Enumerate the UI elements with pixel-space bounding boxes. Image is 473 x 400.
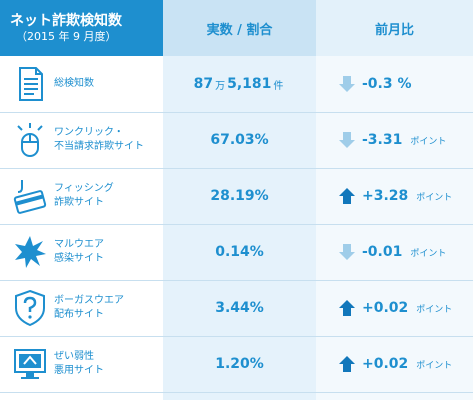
row-change: +3.28 ポイント <box>316 168 473 224</box>
row-label: ボーガスウエア 配布サイト <box>54 280 162 336</box>
row-label-line1: マルウエア <box>54 239 104 250</box>
row-value: 67.03% <box>210 132 269 148</box>
row-change: -0.01 ポイント <box>316 224 473 280</box>
change-value: -0.01 <box>362 244 403 260</box>
table-row: ワンクリック・ 不当請求詐欺サイト 67.03% -3.31 ポイント <box>0 112 473 168</box>
row-change: +0.02 ポイント <box>316 280 473 336</box>
credit-card-hook-icon <box>12 176 48 216</box>
change-unit: ポイント <box>416 192 453 203</box>
row-label-line1: 総検知数 <box>54 78 94 89</box>
change-value: -0.3 % <box>362 76 412 92</box>
table-row: フィッシング 詐欺サイト 28.19% +3.28 ポイント <box>0 168 473 224</box>
row-change: +0.02 ポイント <box>316 336 473 392</box>
change-unit: ポイント <box>410 248 447 259</box>
row-label-line1: フィッシング <box>54 183 114 194</box>
change-unit: ポイント <box>416 304 453 315</box>
row-value: 28.19% <box>210 188 269 204</box>
row-label-line2: 悪用サイト <box>54 365 104 376</box>
header-title-cell: ネット詐欺検知数 （2015 年 9 月度） <box>0 0 163 56</box>
value-number-part1: 87 <box>193 76 214 92</box>
row-divider <box>0 336 473 337</box>
row-change: -3.31 ポイント <box>316 112 473 168</box>
row-value: 0.14% <box>215 244 264 260</box>
row-divider <box>0 224 473 225</box>
change-unit: ポイント <box>410 136 447 147</box>
document-icon <box>12 64 48 104</box>
change-value: +0.02 <box>362 356 409 372</box>
row-label-line1: ぜい弱性 <box>54 351 94 362</box>
value-unit-part1: 万 <box>215 80 226 92</box>
row-label-line2: 感染サイト <box>54 253 104 264</box>
row-divider <box>0 280 473 281</box>
arrow-up-icon <box>339 188 355 204</box>
row-value: 87 万 5,181 件 <box>163 56 316 112</box>
arrow-down-icon <box>339 132 355 148</box>
header-change-column: 前月比 <box>316 0 473 56</box>
value-number-part2: 5,181 <box>227 76 272 92</box>
change-value: +0.02 <box>362 300 409 316</box>
table-row: ぜい弱性 悪用サイト 1.20% +0.02 ポイント <box>0 336 473 392</box>
arrow-up-icon <box>339 356 355 372</box>
change-value: +3.28 <box>362 188 409 204</box>
header-value-column: 実数 / 割合 <box>163 0 316 56</box>
row-divider <box>0 392 473 393</box>
table-row: ボーガスウエア 配布サイト 3.44% +0.02 ポイント <box>0 280 473 336</box>
row-value: 1.20% <box>215 356 264 372</box>
row-label: マルウエア 感染サイト <box>54 224 162 280</box>
change-column-background <box>316 56 473 400</box>
row-label: ワンクリック・ 不当請求詐欺サイト <box>54 112 162 168</box>
arrow-down-icon <box>339 76 355 92</box>
row-value: 3.44% <box>215 300 264 316</box>
row-divider <box>0 168 473 169</box>
row-label: フィッシング 詐欺サイト <box>54 168 162 224</box>
row-label-line2: 詐欺サイト <box>54 197 104 208</box>
arrow-down-icon <box>339 244 355 260</box>
row-label: ぜい弱性 悪用サイト <box>54 336 162 392</box>
table-row: マルウエア 感染サイト 0.14% -0.01 ポイント <box>0 224 473 280</box>
row-label-line2: 配布サイト <box>54 309 104 320</box>
malware-burst-icon <box>12 232 48 272</box>
table-row: 総検知数 87 万 5,181 件 -0.3 % <box>0 56 473 112</box>
value-column-background <box>163 56 316 400</box>
row-divider <box>0 112 473 113</box>
change-value: -3.31 <box>362 132 403 148</box>
value-unit-part2: 件 <box>273 80 284 92</box>
shield-question-icon <box>12 288 48 328</box>
table-subtitle: （2015 年 9 月度） <box>16 30 117 43</box>
row-label-line1: ボーガスウエア <box>54 295 124 306</box>
row-label: 総検知数 <box>54 56 162 112</box>
change-unit: ポイント <box>416 360 453 371</box>
mouse-click-icon <box>12 120 48 160</box>
table-title: ネット詐欺検知数 <box>10 13 122 29</box>
row-label-line1: ワンクリック・ <box>54 127 124 138</box>
row-change: -0.3 % <box>316 56 473 112</box>
arrow-up-icon <box>339 300 355 316</box>
row-label-line2: 不当請求詐欺サイト <box>54 141 144 152</box>
vulnerable-monitor-icon <box>12 344 48 384</box>
